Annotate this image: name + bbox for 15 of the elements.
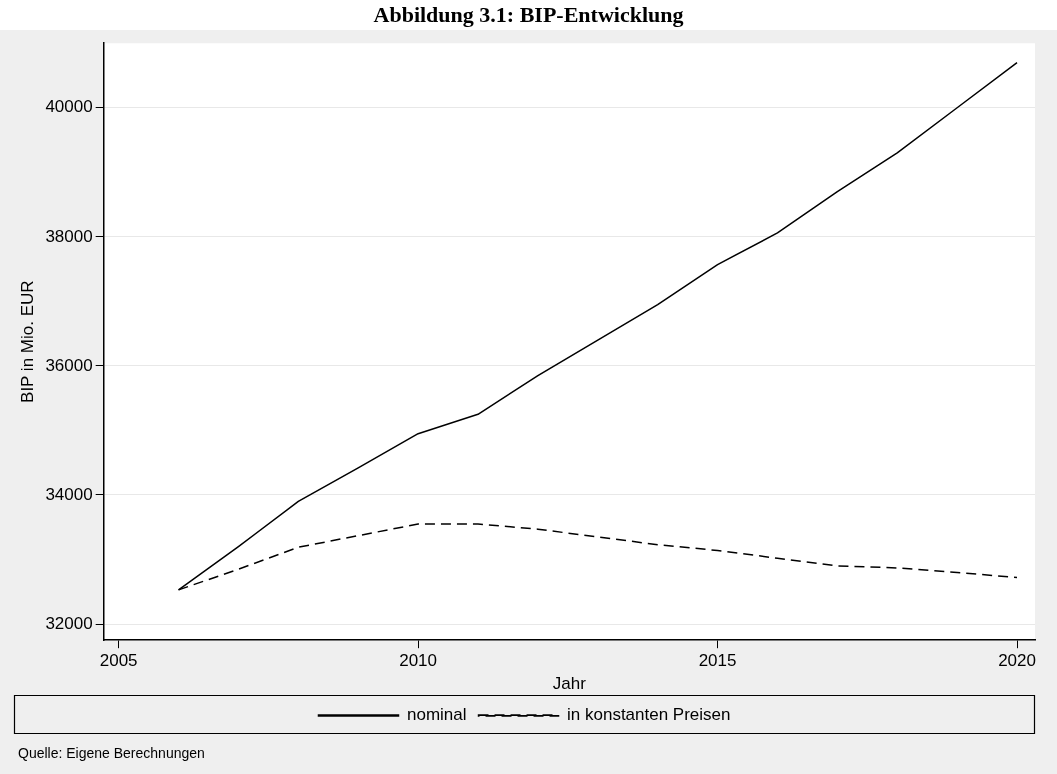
y-tick-label: 32000	[45, 613, 93, 633]
y-tick-label: 38000	[45, 226, 93, 246]
y-axis-title: BIP in Mio. EUR	[17, 280, 37, 403]
chart-title: Abbildung 3.1: BIP-Entwicklung	[0, 0, 1057, 30]
x-tick-label: 2020	[998, 651, 1036, 671]
x-axis-title: Jahr	[552, 674, 587, 694]
y-tick-label: 36000	[45, 355, 93, 375]
source-note: Quelle: Eigene Berechnungen	[18, 745, 205, 761]
x-tick-label: 2010	[399, 651, 438, 671]
y-tick-label: 40000	[45, 97, 93, 117]
legend-label: in konstanten Preisen	[567, 705, 731, 725]
x-tick-label: 2005	[99, 651, 138, 671]
x-tick-label: 2015	[698, 651, 737, 671]
y-tick-label: 34000	[45, 484, 93, 504]
legend-label: nominal	[406, 705, 467, 725]
